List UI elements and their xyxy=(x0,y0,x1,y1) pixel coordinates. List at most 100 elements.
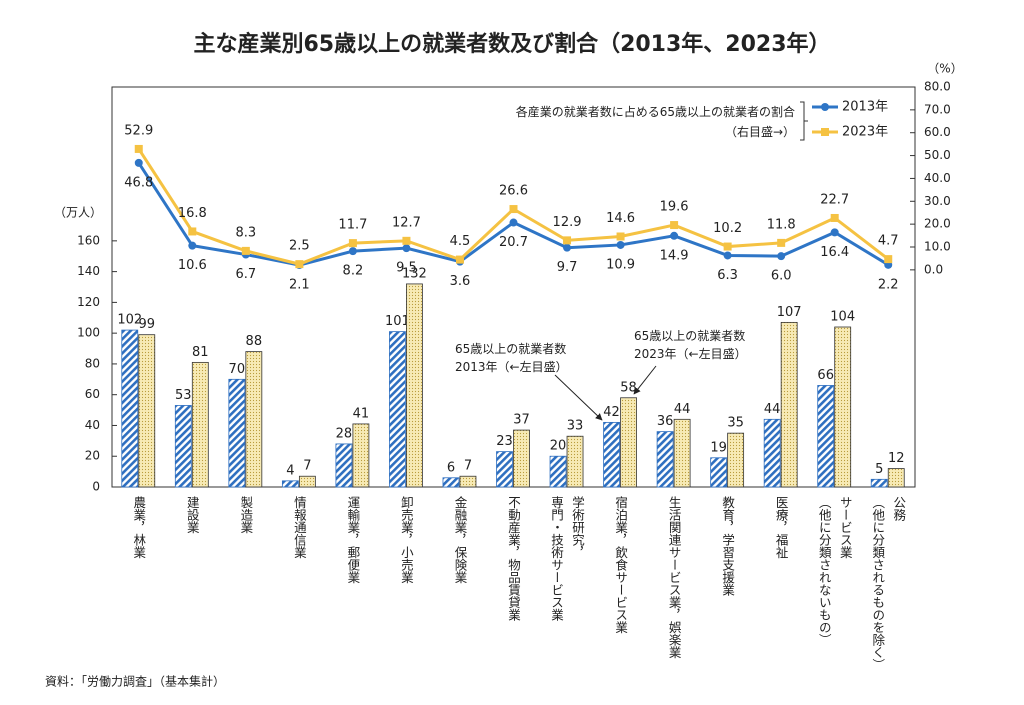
line-point xyxy=(348,247,357,256)
y-tick-label: 40 xyxy=(85,418,100,432)
y-tick-label: 100 xyxy=(77,326,100,340)
line-value-label: 10.2 xyxy=(713,221,742,236)
line-value-label: 9.5 xyxy=(396,261,417,276)
bar xyxy=(335,443,353,488)
line-point xyxy=(134,144,143,153)
y-tick-label: 0 xyxy=(92,480,100,494)
line-point xyxy=(402,236,411,245)
y2-tick-label: 30.0 xyxy=(924,194,951,208)
line-value-label: 2.1 xyxy=(289,278,310,293)
line-point xyxy=(723,242,732,251)
y-tick-label: 120 xyxy=(77,295,100,309)
bar-value-label: 104 xyxy=(830,310,855,325)
line-point xyxy=(777,252,786,261)
bar-value-label: 19 xyxy=(710,440,727,455)
line-value-label: 26.6 xyxy=(499,184,528,199)
line-point xyxy=(455,255,464,264)
line-point xyxy=(295,260,304,269)
line-value-label: 3.6 xyxy=(450,274,471,289)
bar xyxy=(459,475,477,488)
line-point xyxy=(509,205,518,214)
bar xyxy=(138,334,156,488)
bar xyxy=(245,351,263,488)
line-value-label: 10.9 xyxy=(606,257,635,272)
bar xyxy=(603,421,620,488)
bar-value-label: 58 xyxy=(620,380,637,395)
line-point xyxy=(188,227,197,236)
bar xyxy=(620,397,637,488)
line-point xyxy=(134,158,143,167)
bar xyxy=(121,329,139,488)
bar-value-label: 37 xyxy=(513,413,530,428)
y2-tick-label: 80.0 xyxy=(924,80,951,94)
bar xyxy=(710,457,728,488)
line-point xyxy=(884,255,893,264)
line-value-label: 22.7 xyxy=(820,192,849,207)
x-tick-label: 金融業，保険業 xyxy=(452,496,468,584)
line-value-label: 52.9 xyxy=(124,123,153,138)
x-tick-label: 製造業 xyxy=(238,496,254,534)
legend-bracket xyxy=(800,101,808,141)
annotation: 65歳以上の就業者数 2013年（←左目盛） xyxy=(455,341,568,374)
legend-label: 2023年 xyxy=(842,125,888,140)
x-tick-label: 学術研究， 専門・技術サービス業 xyxy=(549,496,586,621)
y-tick-label: 80 xyxy=(85,356,100,370)
bar xyxy=(442,477,460,488)
y2-tick-label: 70.0 xyxy=(924,102,951,116)
line-value-label: 16.4 xyxy=(820,245,849,260)
x-tick-label: 生活関連サービス業，娯楽業 xyxy=(666,496,682,659)
line-value-label: 4.5 xyxy=(450,234,471,249)
bar xyxy=(389,331,406,488)
bar xyxy=(780,321,798,488)
line-value-label: 12.9 xyxy=(553,215,582,230)
bar-value-label: 35 xyxy=(727,416,744,431)
bar-value-label: 70 xyxy=(229,362,246,377)
bar xyxy=(174,405,192,488)
line-value-label: 8.3 xyxy=(235,225,256,240)
x-tick-label: サービス業 （他に分類されないもの） xyxy=(816,496,853,646)
line-point xyxy=(188,241,197,250)
line-value-label: 14.9 xyxy=(660,248,689,263)
line-value-label: 12.7 xyxy=(392,215,421,230)
bar xyxy=(406,283,423,488)
line-point xyxy=(777,238,786,247)
bar xyxy=(763,418,781,488)
bar xyxy=(191,361,209,488)
y-tick-label: 20 xyxy=(85,449,100,463)
bar-value-label: 66 xyxy=(817,368,834,383)
bar xyxy=(566,435,584,488)
bar-value-label: 20 xyxy=(550,439,567,454)
line-value-label: 9.7 xyxy=(557,260,578,275)
bar xyxy=(549,455,567,488)
line-point xyxy=(723,251,732,260)
line-point xyxy=(670,231,679,240)
x-tick-label: 卸売業，小売業 xyxy=(398,496,414,584)
line-value-label: 16.8 xyxy=(178,206,207,221)
bar-value-label: 44 xyxy=(674,402,691,417)
x-tick-label: 教育，学習支援業 xyxy=(720,496,736,596)
bar-value-label: 7 xyxy=(464,459,472,474)
x-tick-label: 情報通信業 xyxy=(291,496,307,559)
y2-tick-label: 10.0 xyxy=(924,240,951,254)
y2-axis-label: （%） xyxy=(927,62,962,76)
bar-value-label: 6 xyxy=(447,460,455,475)
bar-value-label: 12 xyxy=(888,451,905,466)
bar-value-label: 41 xyxy=(353,406,370,421)
line-point xyxy=(348,239,357,248)
bar xyxy=(281,480,299,488)
x-tick-label: 宿泊業，飲食サービス業 xyxy=(613,496,629,634)
bar-value-label: 4 xyxy=(286,463,294,478)
line-value-label: 20.7 xyxy=(499,235,528,250)
line-point xyxy=(830,213,839,222)
line-value-label: 19.6 xyxy=(660,200,689,215)
y2-tick-label: 0.0 xyxy=(924,262,943,276)
y2-tick-label: 20.0 xyxy=(924,217,951,231)
legend-swatch xyxy=(821,128,829,136)
annotation-arrow xyxy=(554,374,603,421)
bar-value-label: 42 xyxy=(603,405,620,420)
bar xyxy=(834,326,852,488)
line-value-label: 6.0 xyxy=(771,269,792,284)
line-value-label: 8.2 xyxy=(343,264,364,279)
line-point xyxy=(830,228,839,237)
